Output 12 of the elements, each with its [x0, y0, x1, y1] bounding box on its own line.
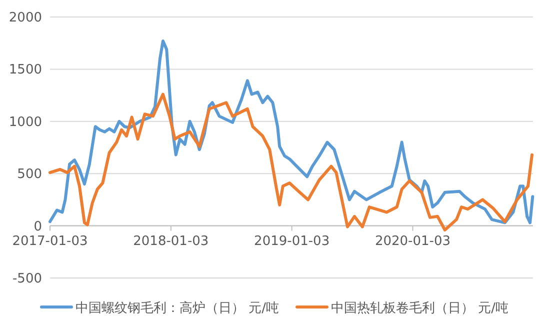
x-tick-label: 2018-01-03	[133, 234, 209, 249]
y-tick-label: 1500	[8, 62, 42, 78]
x-tick-label: 2017-01-03	[12, 234, 88, 249]
y-tick-label: -500	[12, 272, 42, 286]
legend-label: 中国螺纹钢毛利：高炉（日） 元/吨	[75, 300, 279, 316]
y-tick-label: 1000	[8, 114, 42, 130]
legend-label: 中国热轧板卷毛利（日） 元/吨	[331, 301, 509, 316]
y-tick-label: 2000	[8, 10, 42, 26]
y-tick-label: 500	[17, 167, 42, 182]
y-tick-label: 0	[34, 219, 42, 234]
x-tick-label: 2020-01-03	[374, 234, 451, 249]
x-tick-label: 2019-01-03	[254, 234, 330, 249]
